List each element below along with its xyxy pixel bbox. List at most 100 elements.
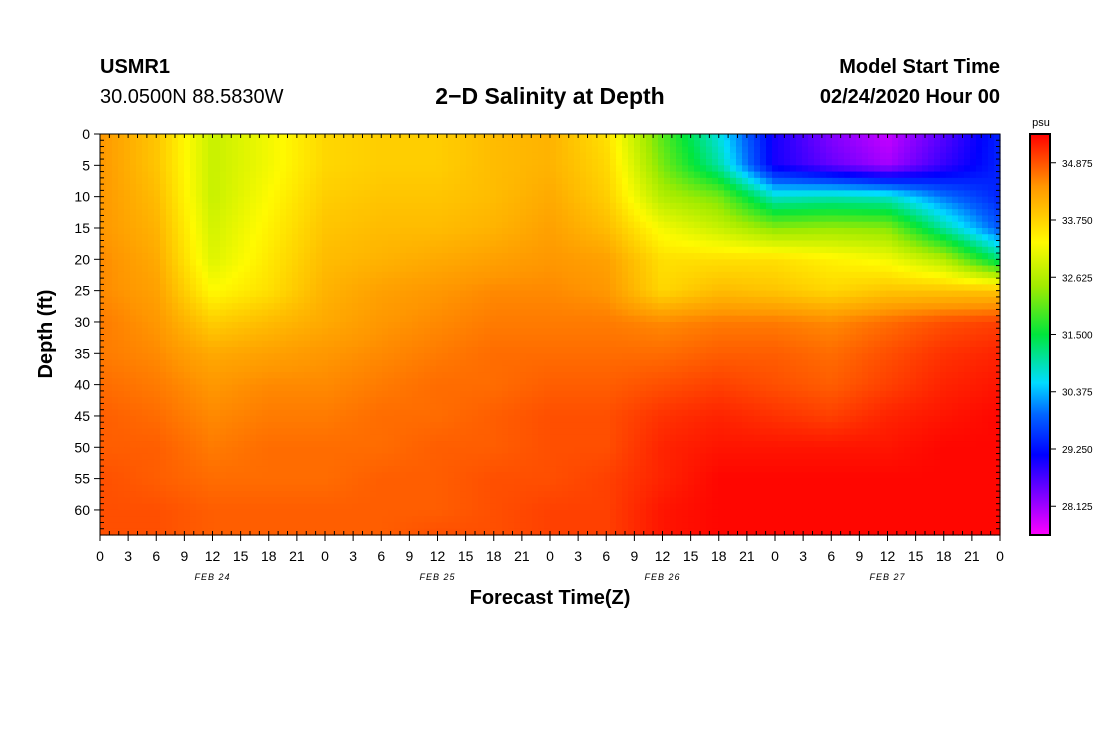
heatmap-cell	[340, 340, 347, 348]
heatmap-cell	[388, 278, 395, 285]
heatmap-cell	[226, 209, 233, 217]
heatmap-cell	[364, 209, 371, 217]
heatmap-cell	[424, 278, 431, 285]
heatmap-cell	[610, 134, 617, 141]
heatmap-cell	[268, 303, 275, 311]
heatmap-cell	[154, 196, 161, 204]
heatmap-cell	[244, 271, 251, 279]
heatmap-cell	[760, 227, 767, 235]
heatmap-cell	[178, 146, 185, 154]
heatmap-cell	[856, 265, 863, 273]
heatmap-cell	[742, 328, 749, 336]
heatmap-cell	[358, 253, 365, 260]
heatmap-cell	[412, 253, 419, 260]
heatmap-cell	[442, 196, 449, 204]
heatmap-cell	[946, 303, 953, 311]
heatmap-cell	[364, 196, 371, 204]
heatmap-cell	[850, 215, 857, 223]
heatmap-cell	[934, 234, 941, 242]
heatmap-cell	[652, 184, 659, 191]
heatmap-cell	[862, 253, 869, 260]
heatmap-cell	[424, 309, 431, 317]
heatmap-cell	[130, 303, 137, 311]
heatmap-cell	[274, 171, 281, 179]
heatmap-cell	[124, 215, 131, 223]
heatmap-cell	[742, 321, 749, 329]
heatmap-cell	[994, 234, 1001, 242]
heatmap-cell	[970, 190, 977, 198]
heatmap-cell	[454, 290, 461, 298]
heatmap-cell	[148, 315, 155, 323]
heatmap-cell	[886, 309, 893, 317]
heatmap-cell	[976, 321, 983, 329]
heatmap-cell	[970, 253, 977, 260]
heatmap-cell	[352, 234, 359, 242]
heatmap-cell	[322, 227, 329, 235]
heatmap-cell	[604, 209, 611, 217]
heatmap-cell	[604, 253, 611, 260]
heatmap-cell	[886, 227, 893, 235]
heatmap-cell	[592, 134, 599, 141]
heatmap-cell	[184, 290, 191, 298]
heatmap-cell	[322, 309, 329, 317]
heatmap-cell	[112, 271, 119, 279]
heatmap-cell	[904, 240, 911, 248]
heatmap-cell	[994, 165, 1001, 173]
heatmap-cell	[316, 296, 323, 304]
heatmap-cell	[112, 159, 119, 166]
heatmap-cell	[256, 340, 263, 348]
heatmap-cell	[274, 196, 281, 204]
heatmap-cell	[172, 215, 179, 223]
heatmap-cell	[328, 253, 335, 260]
heatmap-cell	[430, 165, 437, 173]
heatmap-cell	[706, 246, 713, 254]
heatmap-cell	[562, 278, 569, 285]
heatmap-cell	[388, 209, 395, 217]
heatmap-cell	[238, 309, 245, 317]
heatmap-cell	[682, 334, 689, 342]
heatmap-cell	[730, 171, 737, 179]
heatmap-cell	[868, 334, 875, 342]
heatmap-cell	[664, 202, 671, 210]
heatmap-cell	[352, 165, 359, 173]
heatmap-cell	[328, 303, 335, 311]
heatmap-cell	[226, 152, 233, 160]
heatmap-cell	[700, 202, 707, 210]
heatmap-cell	[544, 196, 551, 204]
heatmap-cell	[226, 140, 233, 148]
heatmap-cell	[916, 309, 923, 317]
heatmap-cell	[904, 278, 911, 285]
heatmap-cell	[466, 290, 473, 298]
heatmap-cell	[244, 253, 251, 260]
heatmap-cell	[100, 202, 107, 210]
heatmap-cell	[460, 315, 467, 323]
heatmap-cell	[202, 221, 209, 229]
heatmap-cell	[208, 190, 215, 198]
heatmap-cell	[700, 246, 707, 254]
heatmap-cell	[484, 321, 491, 329]
heatmap-cell	[508, 227, 515, 235]
heatmap-cell	[484, 309, 491, 317]
heatmap-cell	[652, 221, 659, 229]
heatmap-cell	[106, 290, 113, 298]
heatmap-cell	[646, 296, 653, 304]
heatmap-cell	[280, 209, 287, 217]
heatmap-cell	[484, 221, 491, 229]
heatmap-cell	[580, 177, 587, 185]
heatmap-cell	[328, 284, 335, 292]
heatmap-cell	[382, 334, 389, 342]
heatmap-cell	[424, 134, 431, 141]
heatmap-cell	[970, 315, 977, 323]
heatmap-cell	[868, 303, 875, 311]
heatmap-cell	[952, 334, 959, 342]
heatmap-cell	[676, 321, 683, 329]
heatmap-cell	[454, 321, 461, 329]
heatmap-cell	[412, 165, 419, 173]
heatmap-cell	[160, 328, 167, 336]
heatmap-cell	[250, 227, 257, 235]
heatmap-cell	[682, 240, 689, 248]
heatmap-cell	[130, 190, 137, 198]
heatmap-cell	[616, 146, 623, 154]
heatmap-cell	[934, 315, 941, 323]
heatmap-cell	[334, 146, 341, 154]
